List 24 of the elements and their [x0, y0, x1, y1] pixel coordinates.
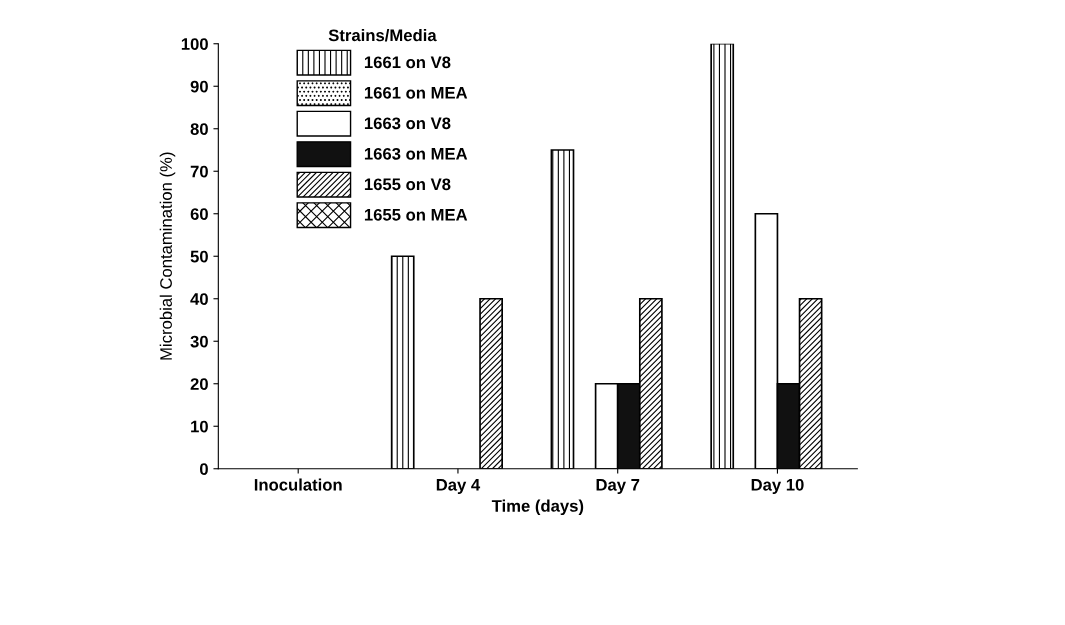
x-axis-title: Time (days): [491, 499, 584, 516]
y-tick-label: 30: [190, 335, 208, 348]
x-tick-label: Day 4: [436, 479, 481, 495]
y-tick-label: 100: [181, 38, 208, 50]
y-tick-label: 10: [191, 420, 208, 433]
y-tick-label: 70: [190, 165, 208, 178]
y-tick-label: 60: [190, 208, 208, 220]
legend-label: 1655 on V8: [364, 178, 451, 191]
legend-label: 1661 on MEA: [364, 86, 468, 99]
y-tick-label: 40: [190, 293, 208, 305]
legend-label: 1661 on V8: [364, 56, 451, 69]
x-tick-label: Day 7: [596, 479, 640, 495]
legend-title: Strains/Media: [328, 29, 437, 42]
x-tick-label: Inoculation: [254, 478, 342, 491]
legend-label: 1663 on MEA: [364, 147, 468, 160]
y-tick-label: 0: [199, 463, 208, 475]
y-tick-label: 90: [190, 80, 208, 93]
y-tick-label: 80: [190, 123, 208, 135]
y-tick-label: 50: [190, 250, 208, 263]
legend-label: 1663 on V8: [364, 117, 451, 130]
legend-label: 1655 on MEA: [364, 208, 468, 221]
x-tick-label: Day 10: [751, 478, 804, 495]
y-tick-label: 20: [190, 378, 208, 390]
y-axis-title: Microbial Contamination (%): [159, 152, 176, 360]
